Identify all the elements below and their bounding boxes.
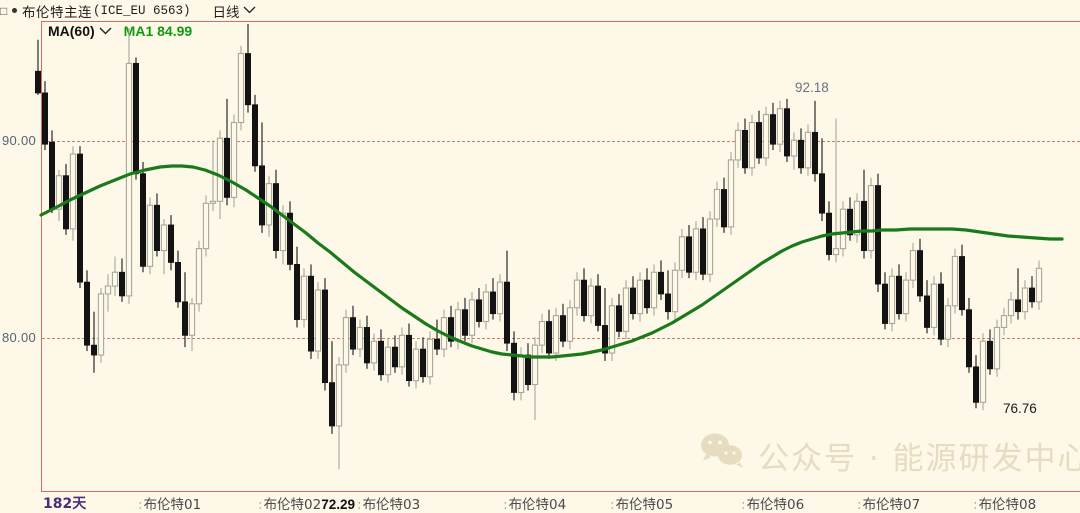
- indicator-chevron-down-icon[interactable]: [99, 26, 112, 35]
- x-axis-tick-label: :布伦特06: [741, 493, 804, 513]
- instrument-name[interactable]: 布伦特主连: [22, 4, 92, 21]
- x-axis-tick-separator: :: [973, 497, 978, 513]
- x-axis-tick-text: 布伦特07: [862, 497, 921, 513]
- x-axis-tick-label: :布伦特01: [138, 493, 201, 513]
- x-axis-tick-separator: :: [503, 497, 508, 513]
- period-selector[interactable]: 日线: [212, 4, 240, 21]
- window-clip-icon: □: [0, 3, 8, 18]
- watermark-text: 公众号 · 能源研发中心: [758, 440, 1080, 477]
- x-axis-tick-separator: :: [610, 497, 615, 513]
- y-axis-tick-label: 80.00: [2, 330, 37, 345]
- candlestick: [35, 39, 42, 95]
- x-axis-tick-text: 布伦特03: [362, 497, 421, 513]
- indicator-value: MA1 84.99: [123, 23, 193, 39]
- x-axis-tick-text: 布伦特02: [263, 497, 322, 513]
- x-axis-tick-label: :布伦特04: [503, 493, 566, 513]
- watermark: 公众号 · 能源研发中心: [700, 432, 1080, 478]
- x-axis-tick-separator: :: [741, 497, 746, 513]
- chart-header: □ 布伦特主连 (ICE_EU 6563) 日线: [0, 0, 1080, 21]
- x-axis-tick-text: 布伦特08: [978, 497, 1037, 513]
- x-axis-tick-separator: :: [138, 497, 143, 513]
- wechat-icon: [700, 432, 746, 478]
- x-axis-tick-text: 布伦特05: [615, 497, 674, 513]
- x-axis-tick-text: 布伦特04: [508, 497, 567, 513]
- x-axis-tick-label: :布伦特08: [973, 493, 1036, 513]
- gridline: [42, 141, 1080, 142]
- y-axis-tick-label: 90.00: [2, 133, 37, 148]
- chevron-down-icon[interactable]: [243, 5, 256, 14]
- x-axis-tick-separator: :: [258, 497, 263, 513]
- x-axis-line: [41, 491, 1080, 493]
- low-price-label: 76.76: [1003, 401, 1037, 416]
- x-axis-tick-label: :布伦特0272.29: [258, 493, 355, 513]
- instrument-bullet-icon: [12, 8, 17, 13]
- chart-plot-frame: [41, 21, 1080, 491]
- x-axis-tick-label: :布伦特03: [357, 493, 420, 513]
- front-month-price: 72.29: [321, 497, 356, 512]
- gridline: [42, 338, 1080, 339]
- x-axis-tick-text: 布伦特06: [746, 497, 805, 513]
- indicator-legend: MA(60) MA1 84.99: [48, 23, 192, 39]
- x-axis-tick-label: :布伦特05: [610, 493, 673, 513]
- instrument-code: (ICE_EU 6563): [93, 3, 191, 18]
- x-axis-tick-separator: :: [357, 497, 362, 513]
- x-axis-tick-text: 布伦特01: [143, 497, 202, 513]
- indicator-name[interactable]: MA(60): [48, 23, 95, 39]
- x-axis-tick-separator: :: [857, 497, 862, 513]
- x-axis-span-label: 182天: [43, 496, 87, 512]
- x-axis-tick-label: :布伦特07: [857, 493, 920, 513]
- high-price-label: 92.18: [795, 80, 829, 95]
